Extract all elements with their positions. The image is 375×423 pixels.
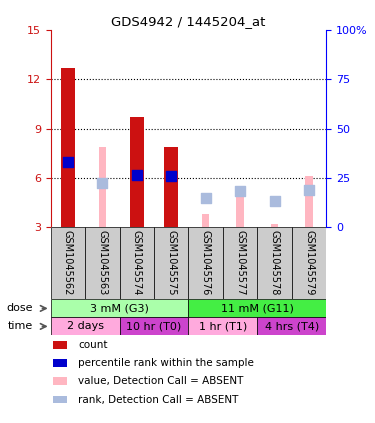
Text: 2 days: 2 days (67, 321, 104, 331)
Text: 10 hr (T0): 10 hr (T0) (126, 321, 182, 331)
Text: count: count (78, 340, 108, 350)
Text: GSM1045578: GSM1045578 (270, 230, 280, 295)
Point (168, 173, 174, 180)
Bar (53, 359, 67, 367)
Bar (130, 117, 144, 228)
Bar (51, 299, 188, 317)
Bar (223, 228, 257, 299)
Bar (271, 224, 278, 228)
Bar (236, 191, 244, 228)
Text: GSM1045563: GSM1045563 (97, 230, 107, 295)
Bar (305, 176, 313, 228)
Title: GDS4942 / 1445204_at: GDS4942 / 1445204_at (111, 16, 266, 28)
Text: GSM1045579: GSM1045579 (304, 230, 314, 295)
Bar (51, 317, 120, 335)
Bar (53, 396, 67, 404)
Text: 3 mM (G3): 3 mM (G3) (90, 303, 149, 313)
Bar (53, 341, 67, 349)
Point (134, 171, 140, 178)
Text: 11 mM (G11): 11 mM (G11) (221, 303, 294, 313)
Bar (154, 228, 188, 299)
Point (306, 186, 312, 193)
Point (272, 198, 278, 204)
Text: value, Detection Call = ABSENT: value, Detection Call = ABSENT (78, 376, 244, 386)
Text: percentile rank within the sample: percentile rank within the sample (78, 358, 254, 368)
Text: time: time (8, 321, 33, 331)
Bar (188, 317, 257, 335)
Bar (51, 228, 85, 299)
Bar (85, 228, 120, 299)
Text: rank, Detection Call = ABSENT: rank, Detection Call = ABSENT (78, 395, 239, 404)
Point (237, 188, 243, 195)
Text: GSM1045575: GSM1045575 (166, 230, 176, 295)
Bar (120, 228, 154, 299)
Bar (53, 377, 67, 385)
Bar (188, 228, 223, 299)
Bar (202, 214, 210, 228)
Bar (61, 68, 75, 228)
Point (202, 195, 208, 201)
Bar (257, 317, 326, 335)
Text: GSM1045577: GSM1045577 (235, 230, 245, 295)
Text: GSM1045562: GSM1045562 (63, 230, 73, 295)
Bar (292, 228, 326, 299)
Bar (164, 147, 178, 228)
Text: 4 hrs (T4): 4 hrs (T4) (265, 321, 319, 331)
Text: GSM1045574: GSM1045574 (132, 230, 142, 295)
Bar (257, 228, 292, 299)
Text: GSM1045576: GSM1045576 (201, 230, 211, 295)
Bar (188, 299, 326, 317)
Point (99, 180, 105, 187)
Text: 1 hr (T1): 1 hr (T1) (199, 321, 247, 331)
Text: dose: dose (6, 303, 33, 313)
Bar (120, 317, 188, 335)
Bar (99, 147, 106, 228)
Point (65, 158, 71, 165)
